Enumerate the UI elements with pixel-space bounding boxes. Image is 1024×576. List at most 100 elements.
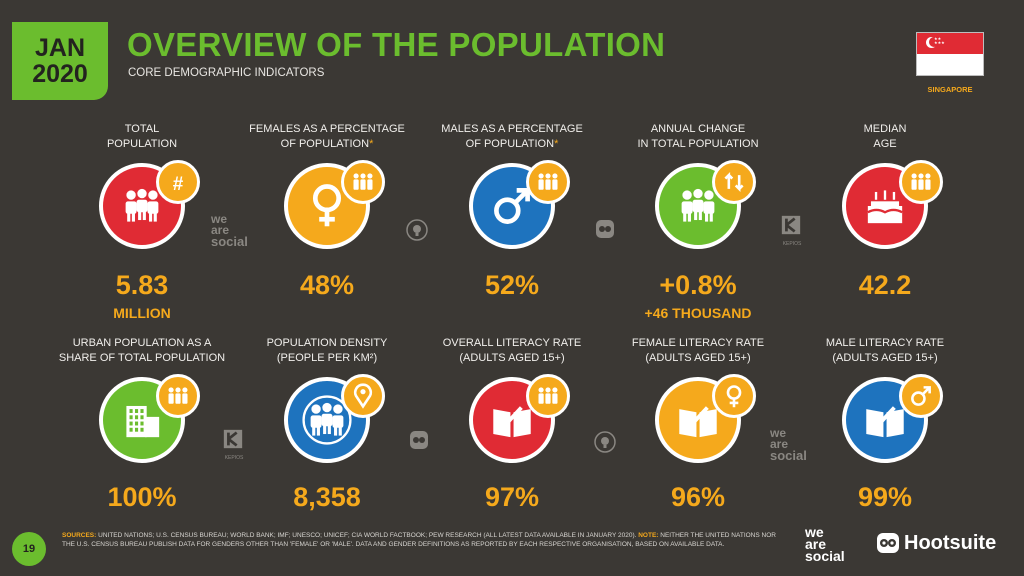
indicator-card: URBAN POPULATION AS A SHARE OF TOTAL POP… bbox=[47, 336, 237, 516]
logo-word: we bbox=[805, 524, 824, 540]
lightbulb-icon bbox=[594, 431, 616, 453]
we-are-social-watermark: we are social bbox=[770, 426, 807, 463]
page-subtitle: CORE DEMOGRAPHIC INDICATORS bbox=[128, 67, 325, 79]
indicator-subvalue: MILLION bbox=[113, 305, 171, 321]
indicator-label-line: URBAN POPULATION AS A bbox=[72, 337, 212, 349]
kepios-logo-icon: KEPIOS bbox=[222, 428, 246, 462]
indicator-label-line: POPULATION bbox=[106, 138, 178, 150]
book-pen-icon bbox=[842, 377, 928, 463]
indicator-value: 99% bbox=[857, 482, 913, 512]
note-label: NOTE: bbox=[638, 532, 659, 539]
indicator-card: FEMALE LITERACY RATE (ADULTS AGED 15+) 9… bbox=[603, 336, 793, 516]
indicator-icon-group: # bbox=[47, 154, 237, 264]
indicator-icon-group bbox=[790, 368, 980, 478]
indicator-label-line: FEMALE LITERACY RATE bbox=[631, 337, 765, 349]
up-down-arrows-icon bbox=[712, 160, 756, 204]
indicator-label: TOTAL POPULATION bbox=[47, 122, 237, 154]
we-are-social-watermark: we are social bbox=[211, 212, 248, 249]
indicator-label: MEDIAN AGE bbox=[790, 122, 980, 154]
indicator-card: MALES AS A PERCENTAGE OF POPULATION* 52% bbox=[417, 122, 607, 304]
indicator-label-line: IN TOTAL POPULATION bbox=[637, 138, 759, 150]
note-text: NEITHER THE UNITED NATIONS NOR THE U.S. … bbox=[62, 532, 776, 548]
male-symbol-icon bbox=[899, 374, 943, 418]
indicator-label: URBAN POPULATION AS A SHARE OF TOTAL POP… bbox=[47, 336, 237, 368]
singapore-flag-icon: ★★ ★★★ bbox=[916, 32, 984, 76]
indicator-icon-group bbox=[790, 154, 980, 264]
date-badge: JAN 2020 bbox=[12, 22, 108, 100]
people-icon bbox=[526, 374, 570, 418]
indicator-value: 5.83 bbox=[115, 270, 169, 300]
birthday-cake-icon bbox=[842, 163, 928, 249]
indicator-label-line: FEMALES AS A PERCENTAGE bbox=[249, 123, 405, 135]
indicator-label-line: MEDIAN bbox=[863, 123, 907, 135]
indicator-label-line: (ADULTS AGED 15+) bbox=[832, 352, 938, 364]
date-year: 2020 bbox=[32, 60, 88, 88]
indicator-icon-group bbox=[232, 154, 422, 264]
owl-icon bbox=[410, 431, 428, 449]
indicator-label-line: ANNUAL CHANGE bbox=[650, 123, 746, 135]
asterisk: * bbox=[369, 138, 374, 150]
indicator-label-line: AGE bbox=[873, 138, 897, 150]
people-icon bbox=[341, 160, 385, 204]
indicator-value: 42.2 bbox=[858, 270, 912, 300]
hootsuite-label: Hootsuite bbox=[904, 531, 997, 554]
indicator-label-line: (ADULTS AGED 15+) bbox=[645, 352, 751, 364]
indicator-label: MALES AS A PERCENTAGE OF POPULATION* bbox=[417, 122, 607, 154]
indicator-value: 8,358 bbox=[293, 482, 361, 512]
hootsuite-logo: Hootsuite bbox=[876, 531, 996, 555]
logo-word: social bbox=[805, 548, 845, 564]
indicator-card: MEDIAN AGE 42.2 bbox=[790, 122, 980, 304]
indicator-label-line: TOTAL bbox=[124, 123, 160, 135]
we-are-social-logo: we are social bbox=[805, 524, 845, 564]
sources-label: SOURCES: bbox=[62, 532, 97, 539]
indicator-value: 96% bbox=[670, 482, 726, 512]
indicator-card: ANNUAL CHANGE IN TOTAL POPULATION +0.8% … bbox=[603, 122, 793, 322]
watermark-word: social bbox=[770, 448, 807, 463]
indicator-label-line: MALE LITERACY RATE bbox=[825, 337, 945, 349]
indicator-icon-group bbox=[232, 368, 422, 478]
map-pin-icon bbox=[341, 374, 385, 418]
indicator-value: 52% bbox=[484, 270, 540, 300]
indicator-label: FEMALE LITERACY RATE (ADULTS AGED 15+) bbox=[603, 336, 793, 368]
indicator-value: 97% bbox=[484, 482, 540, 512]
page-number: 19 bbox=[12, 532, 46, 566]
indicator-card: OVERALL LITERACY RATE (ADULTS AGED 15+) … bbox=[417, 336, 607, 516]
indicator-card: POPULATION DENSITY (PEOPLE PER KM²) 8,35… bbox=[232, 336, 422, 516]
indicator-label-line: OF POPULATION bbox=[280, 138, 370, 150]
indicator-label-line: SHARE OF TOTAL POPULATION bbox=[58, 352, 226, 364]
indicator-label-line: (PEOPLE PER KM²) bbox=[276, 352, 378, 364]
indicator-label: POPULATION DENSITY (PEOPLE PER KM²) bbox=[232, 336, 422, 368]
svg-text:#: # bbox=[173, 174, 184, 195]
indicator-icon-group bbox=[603, 154, 793, 264]
indicator-card: MALE LITERACY RATE (ADULTS AGED 15+) 99% bbox=[790, 336, 980, 516]
indicator-card: TOTAL POPULATION # 5.83 MILLION bbox=[47, 122, 237, 322]
indicator-label-line: OVERALL LITERACY RATE bbox=[442, 337, 582, 349]
people-icon bbox=[526, 160, 570, 204]
watermark-word: we bbox=[770, 426, 787, 440]
indicator-label: FEMALES AS A PERCENTAGE OF POPULATION* bbox=[232, 122, 422, 154]
kepios-logo-icon: KEPIOS bbox=[780, 214, 804, 248]
indicator-value: 48% bbox=[299, 270, 355, 300]
hash-icon: # bbox=[156, 160, 200, 204]
date-month: JAN bbox=[34, 33, 85, 62]
indicator-label-line: POPULATION DENSITY bbox=[266, 337, 388, 349]
indicator-label: ANNUAL CHANGE IN TOTAL POPULATION bbox=[603, 122, 793, 154]
watermark-word: social bbox=[211, 234, 248, 249]
indicator-label: OVERALL LITERACY RATE (ADULTS AGED 15+) bbox=[417, 336, 607, 368]
indicator-label-line: OF POPULATION bbox=[465, 138, 555, 150]
indicator-subvalue: +46 THOUSAND bbox=[644, 305, 752, 321]
watermark-word: we bbox=[211, 212, 228, 226]
country-label: SINGAPORE bbox=[927, 85, 973, 94]
people-icon bbox=[899, 160, 943, 204]
lightbulb-icon bbox=[406, 219, 428, 241]
watermark-word: are bbox=[211, 223, 230, 237]
indicator-icon-group bbox=[417, 154, 607, 264]
owl-icon bbox=[877, 533, 899, 553]
indicator-card: FEMALES AS A PERCENTAGE OF POPULATION* 4… bbox=[232, 122, 422, 304]
owl-icon bbox=[596, 220, 614, 238]
footer-sources: SOURCES: UNITED NATIONS; U.S. CENSUS BUR… bbox=[62, 532, 782, 549]
indicator-icon-group bbox=[47, 368, 237, 478]
indicator-value: 100% bbox=[107, 482, 177, 512]
indicator-value: +0.8% bbox=[659, 270, 737, 300]
asterisk: * bbox=[554, 138, 559, 150]
